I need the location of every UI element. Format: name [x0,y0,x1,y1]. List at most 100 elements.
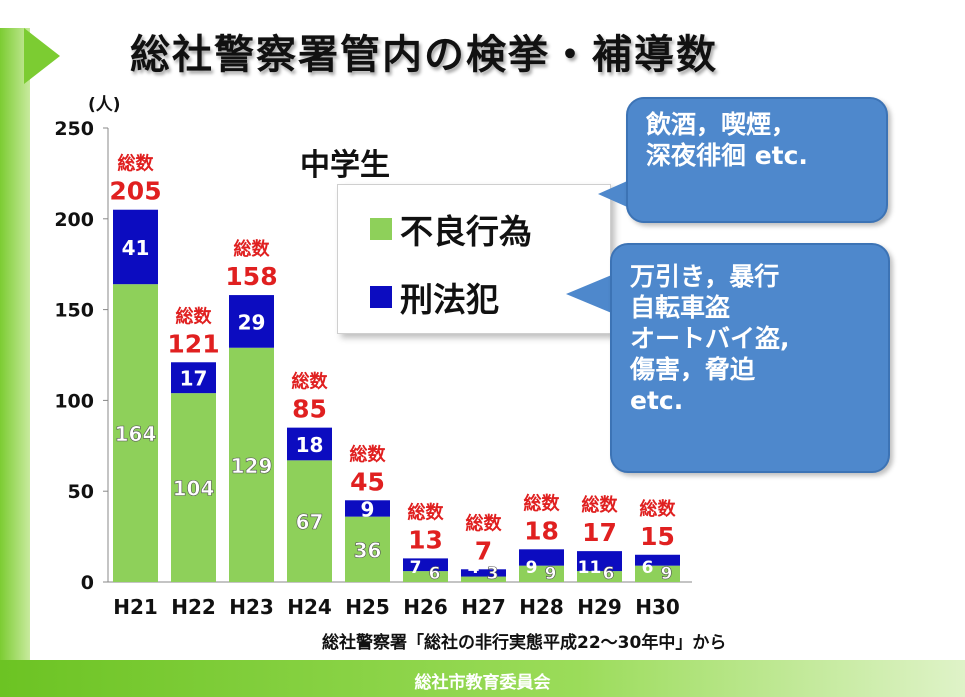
footer-bar [0,660,965,697]
bar-crime [635,554,680,566]
total-value-label: 158 [225,262,277,291]
total-prefix-label: 総数 [524,492,561,514]
bar-bad-behavior [461,576,506,582]
x-tick-label: H26 [403,595,448,619]
title-arrow-icon [24,28,60,84]
bar-bad-behavior [519,565,564,582]
x-tick-label: H28 [519,595,564,619]
segment-label-bad-behavior: 67 [296,510,324,534]
y-tick-label: 250 [54,118,94,140]
total-value-label: 18 [524,516,559,545]
total-prefix-label: 総数 [176,305,213,327]
total-prefix-label: 総数 [466,512,503,534]
segment-label-bad-behavior: 104 [173,477,215,501]
total-prefix-label: 総数 [234,238,271,260]
total-prefix-label: 総数 [118,153,155,175]
y-tick-label: 50 [68,481,94,503]
y-tick-label: 100 [54,390,94,412]
segment-label-bad-behavior: 6 [603,564,615,584]
segment-label-crime: 7 [410,558,422,578]
legend: 不良行為 刑法犯 [337,184,611,334]
segment-label-crime: 11 [578,558,602,578]
segment-label-bad-behavior: 6 [429,564,441,584]
callout-line: 自転車盗 [630,293,731,322]
total-value-label: 205 [109,177,161,206]
x-tick-label: H21 [113,595,158,619]
legend-item-crime: 刑法犯 [370,273,499,321]
x-tick-label: H30 [635,595,680,619]
bar-crime [345,500,390,517]
bar-bad-behavior [287,460,332,582]
source-note: 総社警察署「総社の非行実態平成22～30年中」から [322,633,727,653]
callout-line: 万引き，暴行 [630,262,780,291]
bar-crime [519,549,564,566]
page-title: 総社警察署管内の検挙・補導数 [130,32,718,78]
segment-label-crime: 9 [526,558,538,578]
callout-line: 深夜徘徊 etc. [646,141,808,170]
bar-bad-behavior [635,565,680,582]
total-value-label: 15 [640,522,675,551]
segment-label-crime: 9 [361,497,375,521]
bar-bad-behavior [171,393,216,582]
total-prefix-label: 総数 [640,498,677,520]
y-tick-label: 0 [81,572,94,594]
bar-crime [113,209,158,285]
legend-swatch-green [370,218,392,240]
bar-bad-behavior [577,571,622,582]
y-tick-label: 200 [54,209,94,231]
callout-line: 飲酒，喫煙， [646,110,797,139]
total-prefix-label: 総数 [350,443,387,465]
legend-item-bad-behavior: 不良行為 [370,205,532,253]
bar-bad-behavior [403,571,448,582]
bar-crime [171,362,216,394]
segment-label-crime: 18 [296,433,324,457]
bar-crime [229,295,274,348]
total-value-label: 85 [292,395,327,424]
callout-tail-crime [566,274,614,314]
legend-swatch-blue [370,286,392,308]
segment-label-bad-behavior: 164 [115,422,157,446]
total-value-label: 13 [408,525,443,554]
callout-line: オートバイ盗, [630,324,790,353]
total-prefix-label: 総数 [292,371,329,393]
bar-crime [461,569,506,577]
y-axis-unit: (人) [88,95,121,115]
total-value-label: 45 [350,467,385,496]
bar-bad-behavior [345,516,390,582]
x-tick-label: H24 [287,595,332,619]
segment-label-bad-behavior: 9 [661,564,673,584]
left-accent-bar [0,28,30,668]
total-value-label: 121 [167,329,219,358]
legend-label-crime: 刑法犯 [400,280,499,319]
total-prefix-label: 総数 [582,494,619,516]
callout-line: etc. [630,386,684,415]
x-tick-label: H25 [345,595,390,619]
segment-label-crime: 17 [180,367,208,391]
segment-label-crime: 6 [642,558,654,578]
bar-crime [287,427,332,461]
callout-crime: 万引き，暴行 自転車盗 オートバイ盗, 傷害，脅迫 etc. [610,243,890,473]
total-value-label: 7 [475,536,492,565]
bar-crime [403,558,448,572]
callout-line: 傷害，脅迫 [630,355,756,384]
bar-bad-behavior [229,347,274,582]
x-tick-label: H22 [171,595,216,619]
total-prefix-label: 総数 [408,501,445,523]
total-value-label: 17 [582,518,617,547]
segment-label-crime: 29 [238,310,266,334]
x-tick-label: H29 [577,595,622,619]
segment-label-crime: 41 [122,236,150,260]
bar-bad-behavior [113,284,158,582]
bar-crime [577,551,622,572]
y-tick-label: 150 [54,300,94,322]
segment-label-bad-behavior: 3 [487,564,499,584]
legend-label-bad-behavior: 不良行為 [400,212,532,251]
segment-label-crime: 4 [468,558,480,578]
footer-text: 総社市教育委員会 [414,673,551,693]
chart-title: 中学生 [300,148,390,183]
segment-label-bad-behavior: 129 [231,454,273,478]
callout-bad-behavior: 飲酒，喫煙， 深夜徘徊 etc. [626,97,888,223]
segment-label-bad-behavior: 36 [354,538,382,562]
